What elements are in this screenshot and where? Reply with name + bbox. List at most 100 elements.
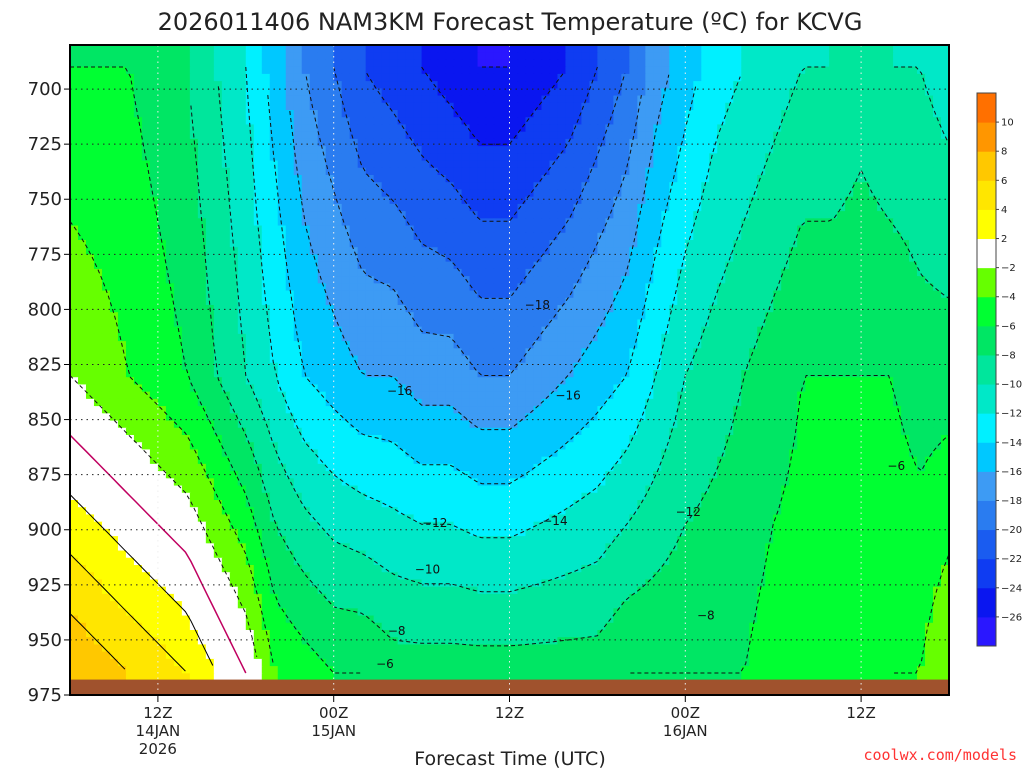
temperature-cell (837, 81, 846, 90)
temperature-cell (101, 254, 111, 263)
temperature-cell (341, 175, 351, 183)
temperature-cell (381, 333, 391, 342)
temperature-cell (309, 297, 319, 306)
temperature-cell (773, 333, 782, 342)
temperature-cell (749, 66, 758, 75)
temperature-cell (349, 52, 359, 61)
temperature-cell (421, 117, 431, 126)
temperature-cell (389, 160, 399, 169)
temperature-cell (869, 182, 878, 191)
temperature-cell (917, 88, 926, 97)
temperature-cell (373, 276, 383, 285)
temperature-cell (229, 261, 239, 270)
temperature-cell (845, 240, 854, 248)
temperature-cell (157, 370, 167, 378)
temperature-cell (621, 312, 631, 321)
temperature-cell (589, 326, 599, 335)
temperature-cell (573, 102, 583, 111)
temperature-cell (309, 312, 319, 321)
temperature-cell (845, 341, 854, 350)
temperature-cell (461, 52, 471, 61)
temperature-cell (229, 102, 239, 111)
temperature-cell (149, 268, 159, 277)
temperature-cell (93, 45, 103, 53)
temperature-cell (325, 247, 335, 256)
temperature-cell (469, 88, 479, 97)
temperature-cell (621, 261, 631, 270)
temperature-cell (869, 225, 878, 234)
temperature-cell (317, 240, 327, 248)
temperature-cell (869, 268, 878, 277)
temperature-cell (637, 305, 647, 313)
temperature-cell (221, 211, 231, 220)
temperature-cell (205, 153, 215, 162)
temperature-cell (765, 268, 774, 277)
temperature-cell (893, 333, 902, 342)
temperature-cell (301, 240, 311, 248)
temperature-cell (165, 225, 175, 234)
temperature-cell (677, 240, 686, 248)
temperature-cell (581, 153, 591, 162)
temperature-cell (213, 240, 223, 248)
temperature-cell (285, 312, 295, 321)
temperature-cell (285, 153, 295, 162)
temperature-cell (189, 110, 199, 118)
temperature-cell (797, 326, 806, 335)
temperature-cell (837, 146, 846, 155)
temperature-cell (733, 102, 742, 111)
temperature-cell (757, 196, 766, 205)
temperature-cell (853, 117, 862, 126)
temperature-cell (805, 73, 814, 82)
temperature-cell (213, 175, 223, 183)
temperature-cell (389, 283, 399, 292)
temperature-cell (701, 297, 710, 306)
temperature-cell (293, 283, 303, 292)
temperature-cell (341, 290, 351, 299)
temperature-cell (421, 333, 431, 342)
temperature-cell (501, 290, 511, 299)
temperature-cell (501, 45, 511, 53)
temperature-cell (197, 182, 207, 191)
temperature-cell (765, 66, 774, 75)
temperature-cell (813, 196, 822, 205)
temperature-cell (477, 146, 487, 155)
temperature-cell (269, 88, 279, 97)
temperature-cell (573, 73, 583, 82)
temperature-cell (165, 138, 175, 147)
temperature-cell (917, 290, 926, 299)
temperature-cell (885, 131, 894, 140)
temperature-cell (869, 175, 878, 183)
temperature-cell (221, 341, 231, 350)
temperature-cell (365, 225, 375, 234)
temperature-cell (373, 73, 383, 82)
temperature-cell (405, 247, 415, 256)
temperature-cell (693, 341, 702, 350)
temperature-cell (717, 261, 726, 270)
temperature-cell (661, 182, 671, 191)
temperature-cell (253, 153, 263, 162)
temperature-cell (653, 131, 663, 140)
temperature-cell (357, 326, 367, 335)
temperature-cell (181, 290, 191, 299)
temperature-cell (589, 110, 599, 118)
temperature-cell (829, 102, 838, 111)
temperature-cell (861, 52, 870, 61)
temperature-cell (861, 225, 870, 234)
temperature-cell (325, 297, 335, 306)
temperature-cell (701, 182, 710, 191)
temperature-cell (70, 240, 79, 248)
temperature-cell (709, 297, 718, 306)
temperature-cell (221, 182, 231, 191)
temperature-cell (317, 131, 327, 140)
temperature-cell (461, 167, 471, 176)
temperature-cell (885, 312, 894, 321)
temperature-cell (381, 167, 391, 176)
temperature-cell (93, 312, 103, 321)
temperature-cell (773, 196, 782, 205)
temperature-cell (333, 131, 343, 140)
temperature-cell (253, 326, 263, 335)
temperature-cell (341, 95, 351, 104)
temperature-cell (789, 297, 798, 306)
temperature-cell (245, 203, 255, 212)
temperature-cell (677, 326, 686, 335)
